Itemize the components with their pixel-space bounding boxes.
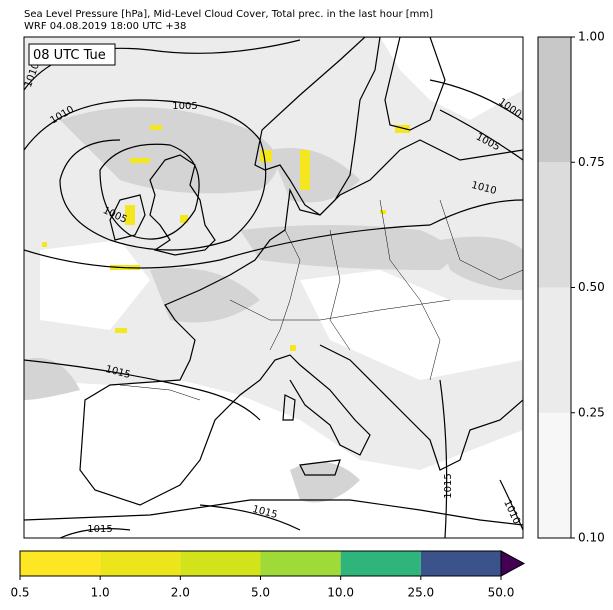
colorbar-tick-label: 0.50 (578, 280, 605, 294)
isobar-label: 1005 (172, 101, 197, 112)
time-label: 08 UTC Tue (33, 48, 106, 63)
colorbar-tick-label: 50.0 (488, 586, 515, 600)
title-line: Sea Level Pressure [hPa], Mid-Level Clou… (24, 9, 433, 20)
colorbar-tick-label: 5.0 (251, 586, 270, 600)
colorbar-tick-label: 2.0 (171, 586, 190, 600)
colorbar-tick-label: 0.75 (578, 155, 605, 169)
colorbar-band (538, 412, 571, 538)
colorbar-tick-label: 0.5 (10, 586, 29, 600)
colorbar-band (260, 551, 341, 576)
isobar-label: 1015 (87, 524, 112, 535)
precip-colorbar: 0.5 1.0 2.0 5.0 10.0 25.0 50.0 (10, 550, 526, 600)
map-frame (23, 36, 524, 539)
colorbar-band (340, 551, 421, 576)
colorbar-band (420, 551, 501, 576)
isobar-label: 1015 (443, 473, 454, 498)
colorbar-tick-label: 25.0 (407, 586, 434, 600)
borders (119, 199, 523, 401)
colorbar-tick-label: 1.00 (578, 30, 605, 44)
cloud-colorbar: 0.10 0.25 0.50 0.75 1.00 (537, 30, 605, 545)
coastlines (24, 37, 523, 526)
colorbar-band (180, 551, 261, 576)
colorbar-band (100, 551, 181, 576)
colorbar-band (20, 551, 101, 576)
subtitle-line: WRF 04.08.2019 18:00 UTC +38 (24, 21, 186, 32)
cloud-areas (24, 107, 523, 503)
colorbar-band (538, 287, 571, 413)
colorbar-extend (500, 550, 526, 577)
colorbar-band (538, 37, 571, 163)
colorbar-tick-label: 10.0 (327, 586, 354, 600)
time-box (28, 43, 116, 66)
colorbar-tick-label: 0.25 (578, 405, 605, 419)
colorbar-tick-label: 1.0 (91, 586, 110, 600)
colorbar-tick-label: 0.10 (578, 531, 605, 545)
colorbar-band (538, 162, 571, 288)
